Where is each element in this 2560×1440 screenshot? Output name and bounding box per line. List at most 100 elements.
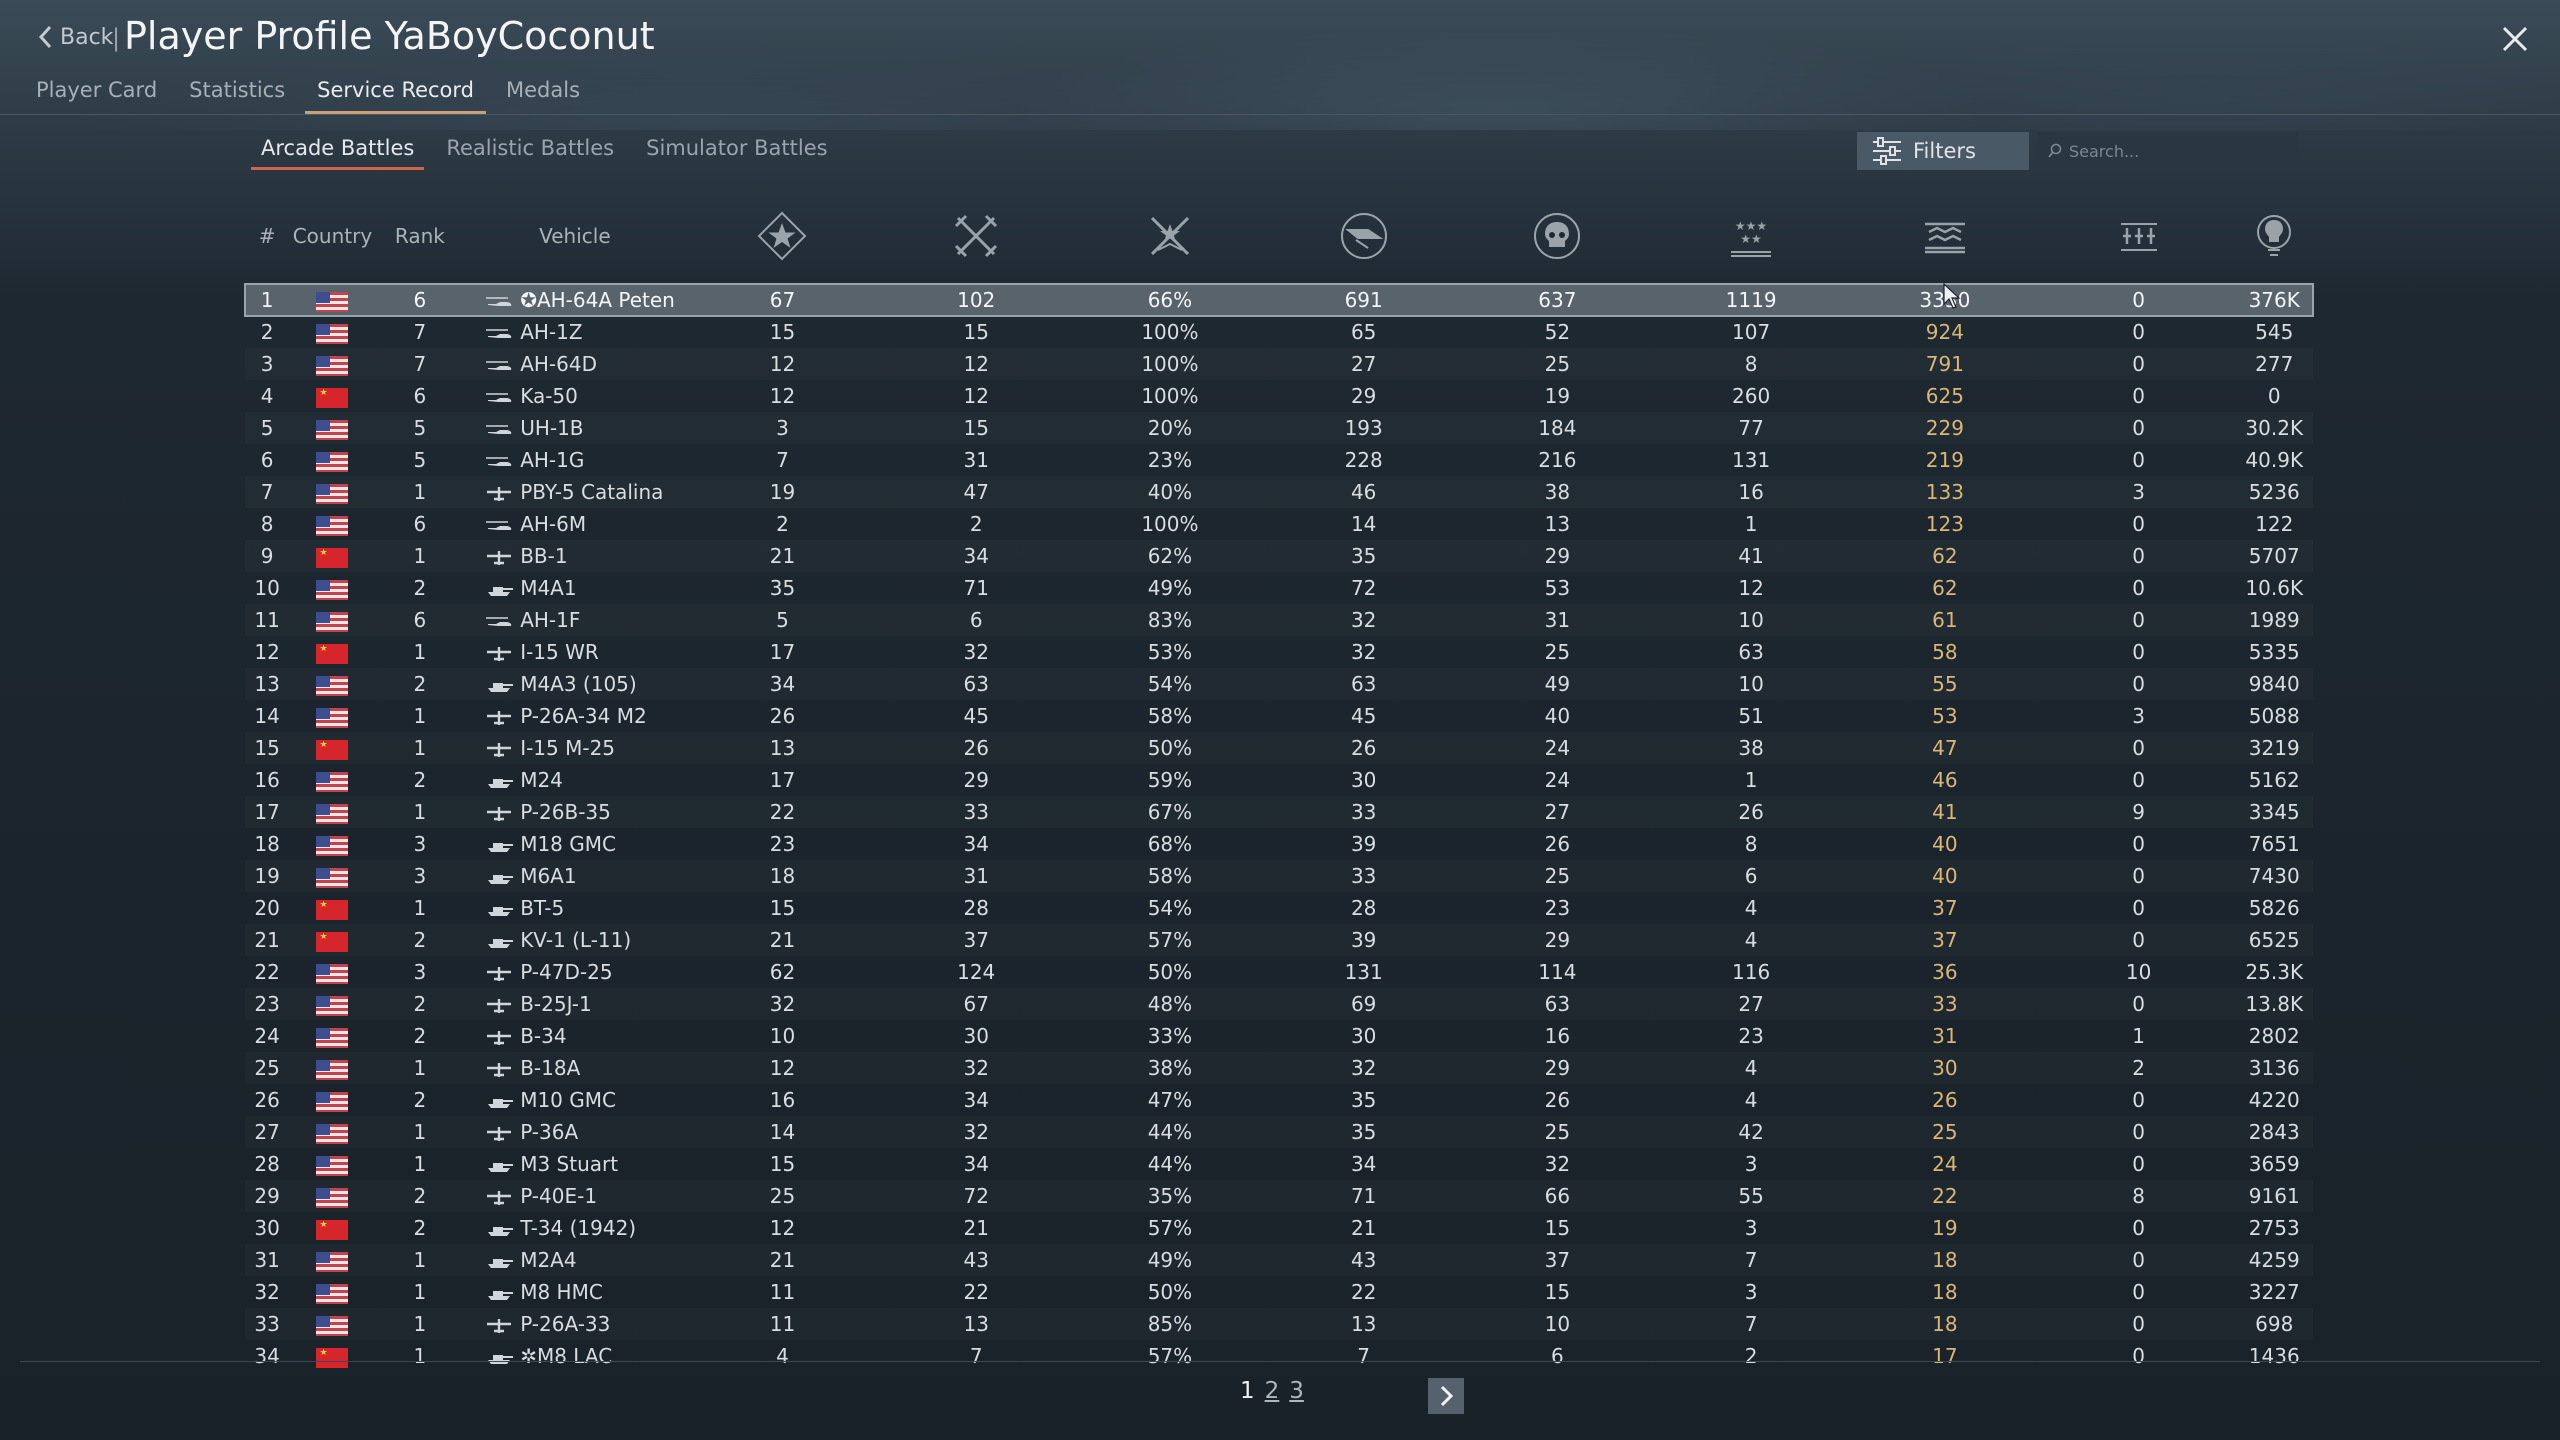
table-row[interactable]: 28 1 M3 Stuart 15 34 44% 34 32 3 24 0 3659: [245, 1148, 2313, 1180]
flag-us-icon: [316, 995, 349, 1016]
tab-arcade-battles[interactable]: Arcade Battles: [245, 128, 430, 170]
table-row[interactable]: 19 3 M6A1 18 31 58% 33 25 6 40 0 7430: [245, 860, 2313, 892]
respawns-cell: 21: [1350, 1216, 1377, 1240]
close-icon[interactable]: [2498, 22, 2532, 56]
col-country[interactable]: Country: [292, 224, 373, 248]
page-2[interactable]: 2: [1264, 1378, 1280, 1404]
search-input[interactable]: [2067, 140, 2291, 162]
table-row[interactable]: 25 1 B-18A 12 32 38% 32 29 4 30 2 3136: [245, 1052, 2313, 1084]
table-row[interactable]: 18 3 M18 GMC 23 34 68% 39 26 8 40 0 7651: [245, 828, 2313, 860]
tab-simulator-battles[interactable]: Simulator Battles: [646, 136, 828, 160]
table-row[interactable]: 13 2 M4A3 (105) 34 63 54% 63 49 10 55 0 9840: [245, 668, 2313, 700]
tab-statistics[interactable]: Statistics: [189, 78, 286, 102]
col-respawns[interactable]: [1267, 188, 1461, 284]
table-row[interactable]: 8 6 AH-6M 2 2 100% 14 13 1 123 0 122: [245, 508, 2313, 540]
vehicle-cell: UH-1B: [464, 412, 685, 444]
col-ground-kills[interactable]: ★★★ ★★: [1654, 188, 1848, 284]
air-kills-cell: 31: [1932, 1024, 1958, 1048]
battles-cell: 12: [963, 384, 989, 408]
battles-cell: 31: [963, 448, 989, 472]
table-row[interactable]: 14 1 P-26A-34 M2 26 45 58% 45 40 51 53 3 5088: [245, 700, 2313, 732]
col-air-kills[interactable]: [1848, 188, 2042, 284]
table-row[interactable]: 12 1 I-15 WR 17 32 53% 32 25 63 58 0 5335: [245, 636, 2313, 668]
plane-icon: [484, 704, 520, 728]
helicopter-icon: [484, 448, 520, 472]
vehicle-cell: AH-1G: [464, 444, 685, 476]
table-row[interactable]: 16✪AH-64A Peten6710266%69163711193330037…: [244, 283, 2314, 317]
table-row[interactable]: 20 1 BT-5 15 28 54% 28 23 4 37 0 5826: [245, 892, 2313, 924]
table-row[interactable]: 22 3 P-47D-25 62 124 50% 131 114 116 36 10 25.3K: [245, 956, 2313, 988]
col-vehicle[interactable]: Vehicle: [539, 224, 611, 248]
table-row[interactable]: 7 1 PBY-5 Catalina 19 47 40% 46 38 16 133 3 5236: [245, 476, 2313, 508]
table-row[interactable]: 32 1 M8 HMC 11 22 50% 22 15 3 18 0 3227: [245, 1276, 2313, 1308]
page-1[interactable]: 1: [1240, 1378, 1255, 1404]
respawns-cell: 13: [1267, 1308, 1461, 1340]
deaths-cell: 63: [1461, 988, 1655, 1020]
table-row[interactable]: 17 1 P-26B-35 22 33 67% 33 27 26 41 9 3345: [245, 796, 2313, 828]
col-number[interactable]: #: [258, 224, 276, 248]
battles-cell: 102: [879, 284, 1074, 316]
battles-cell: 33: [879, 796, 1073, 828]
win-rate-cell: 49%: [1073, 1244, 1267, 1276]
air-kills-cell: 25: [1848, 1116, 2042, 1148]
row-number: 5: [245, 412, 289, 444]
table-row[interactable]: 4 6 Ka-50 12 12 100% 29 19 260 625 0 0: [245, 380, 2313, 412]
naval-kills-cell: 0: [2132, 896, 2145, 920]
table-row[interactable]: 31 1 M2A4 21 43 49% 43 37 7 18 0 4259: [245, 1244, 2313, 1276]
table-row[interactable]: 33 1 P-26A-33 11 13 85% 13 10 7 18 0 698: [245, 1308, 2313, 1340]
table-row[interactable]: 6 5 AH-1G 7 31 23% 228 216 131 219 0 40.9K: [245, 444, 2313, 476]
tab-realistic-battles[interactable]: Realistic Battles: [446, 136, 615, 160]
back-button[interactable]: Back: [36, 24, 113, 50]
plane-icon: [484, 992, 520, 1016]
victories-cell: 10: [769, 1024, 796, 1048]
table-row[interactable]: 24 2 B-34 10 30 33% 30 16 23 31 1 2802: [245, 1020, 2313, 1052]
table-row[interactable]: 27 1 P-36A 14 32 44% 35 25 42 25 0 2843: [245, 1116, 2313, 1148]
deaths-cell: 15: [1544, 1216, 1571, 1240]
flag-us-icon: [316, 1251, 349, 1272]
table-row[interactable]: 3 7 AH-64D 12 12 100% 27 25 8 791 0 277: [245, 348, 2313, 380]
row-number: 31: [245, 1244, 289, 1276]
search-box[interactable]: [2037, 132, 2299, 170]
table-row[interactable]: 29 2 P-40E-1 25 72 35% 71 66 55 22 8 9161: [245, 1180, 2313, 1212]
page-3[interactable]: 3: [1289, 1378, 1304, 1404]
deaths-cell: 6: [1551, 1344, 1564, 1368]
next-page-button[interactable]: [1428, 1378, 1464, 1414]
rank-cell: 3: [413, 960, 427, 984]
ground-kills-cell: 4: [1744, 896, 1758, 920]
col-activity[interactable]: [2235, 188, 2313, 284]
victories-cell: 4: [776, 1344, 789, 1368]
table-row[interactable]: 23 2 B-25J-1 32 67 48% 69 63 27 33 0 13.8K: [245, 988, 2313, 1020]
sliders-icon: [1873, 137, 1901, 165]
col-battles[interactable]: [879, 188, 1073, 284]
filters-button[interactable]: Filters: [1857, 132, 2029, 170]
tab-service-record[interactable]: Service Record: [305, 74, 486, 114]
col-win-rate[interactable]: [1073, 188, 1267, 284]
tab-player-card[interactable]: Player Card: [36, 78, 158, 102]
naval-kills-cell: 3: [2042, 476, 2236, 508]
victories-cell: 25: [686, 1180, 880, 1212]
table-row[interactable]: 10 2 M4A1 35 71 49% 72 53 12 62 0 10.6K: [245, 572, 2313, 604]
table-row[interactable]: 2 7 AH-1Z 15 15 100% 65 52 107 924 0 545: [245, 316, 2313, 348]
win-rate-cell: 33%: [1147, 1024, 1193, 1048]
win-rate-cell: 57%: [1147, 1216, 1193, 1240]
helicopter-icon: [484, 352, 520, 376]
table-row[interactable]: 11 6 AH-1F 5 6 83% 32 31 10 61 0 1989: [245, 604, 2313, 636]
table-row[interactable]: 26 2 M10 GMC 16 34 47% 35 26 4 26 0 4220: [245, 1084, 2313, 1116]
country-cell: [289, 828, 375, 860]
win-rate-cell: 50%: [1073, 732, 1267, 764]
col-deaths[interactable]: [1461, 188, 1655, 284]
ground-kills-cell: 23: [1738, 1024, 1764, 1048]
tab-medals[interactable]: Medals: [506, 78, 581, 102]
table-row[interactable]: 16 2 M24 17 29 59% 30 24 1 46 0 5162: [245, 764, 2313, 796]
table-row[interactable]: 34 1 ✲M8 LAC 4 7 57% 7 6 2 17 0 1436: [245, 1340, 2313, 1372]
col-rank[interactable]: Rank: [394, 224, 445, 248]
col-naval-kills[interactable]: [2042, 188, 2236, 284]
table-row[interactable]: 5 5 UH-1B 3 15 20% 193 184 77 229 0 30.2K: [245, 412, 2313, 444]
table-row[interactable]: 30 2 T-34 (1942) 12 21 57% 21 15 3 19 0 2753: [245, 1212, 2313, 1244]
col-victories[interactable]: [686, 188, 880, 284]
air-kills-cell: 229: [1848, 412, 2042, 444]
tank-icon: [484, 768, 520, 792]
